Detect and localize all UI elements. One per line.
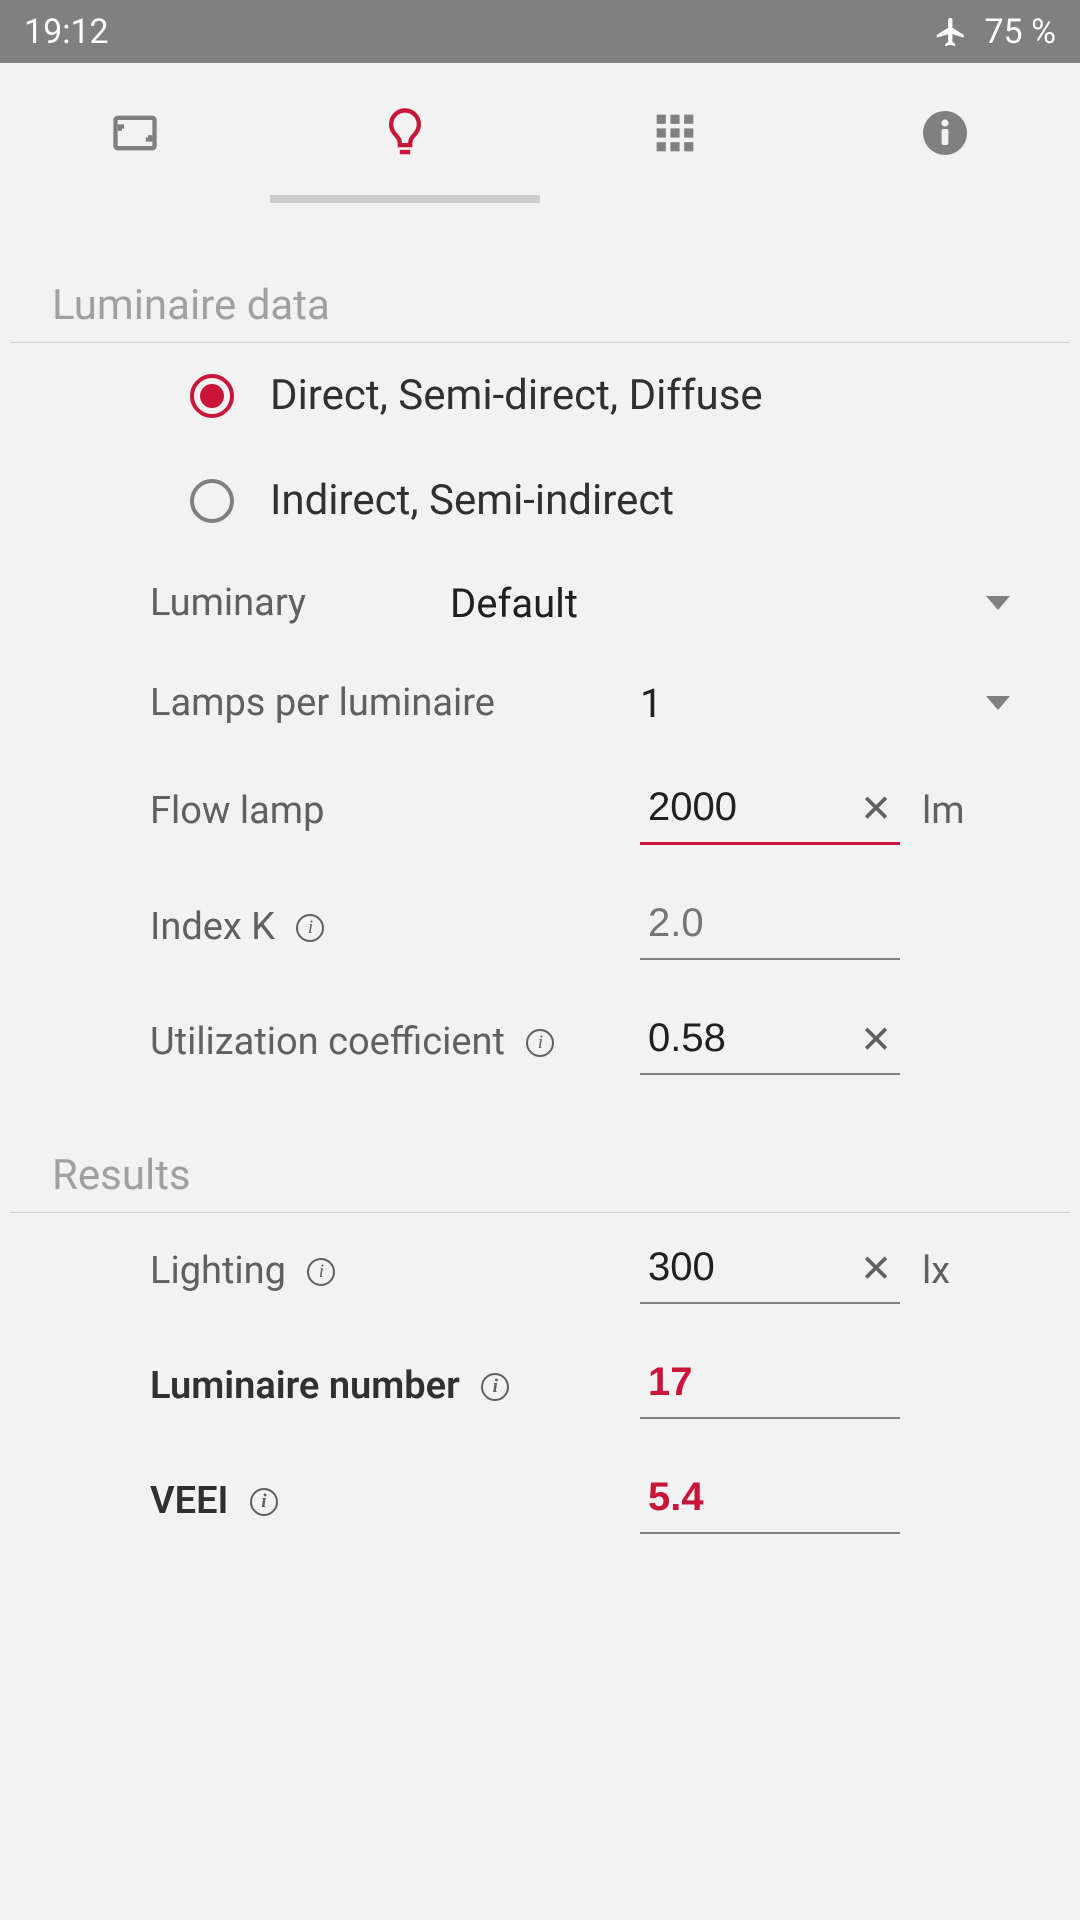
lighting-row: Lighting i ✕ lx — [10, 1213, 1070, 1328]
clear-icon[interactable]: ✕ — [860, 786, 892, 831]
lamps-per-row: Lamps per luminaire 1 — [10, 653, 1070, 753]
status-time: 19:12 — [24, 12, 109, 52]
index-k-input[interactable] — [640, 893, 900, 960]
info-circle-icon[interactable]: i — [296, 914, 324, 942]
info-circle-icon[interactable]: i — [481, 1373, 509, 1401]
radio-button-checked-icon — [190, 374, 234, 418]
radio-direct[interactable]: Direct, Semi-direct, Diffuse — [10, 343, 1070, 448]
flow-lamp-unit: lm — [922, 789, 965, 833]
section-luminaire-data: Luminaire data — [10, 253, 1070, 343]
util-coef-label: Utilization coefficient i — [150, 1020, 640, 1064]
info-circle-icon[interactable]: i — [526, 1029, 554, 1057]
info-circle-icon[interactable]: i — [307, 1258, 335, 1286]
content: Luminaire data Direct, Semi-direct, Diff… — [0, 253, 1080, 1558]
luminary-label: Luminary — [150, 581, 450, 625]
status-battery: 75 % — [984, 12, 1056, 52]
clear-icon[interactable]: ✕ — [860, 1246, 892, 1291]
grid-icon — [647, 105, 703, 161]
radio-button-unchecked-icon — [190, 479, 234, 523]
radio-indirect[interactable]: Indirect, Semi-indirect — [10, 448, 1070, 553]
airplane-mode-icon — [934, 15, 968, 49]
tab-bar — [0, 63, 1080, 203]
luminary-row: Luminary Default — [10, 553, 1070, 653]
veei-label: VEEI i — [150, 1479, 640, 1523]
veei-row: VEEI i — [10, 1443, 1070, 1558]
index-k-input-wrap — [640, 893, 900, 960]
util-coef-row: Utilization coefficient i ✕ — [10, 984, 1070, 1099]
lum-number-output — [640, 1352, 900, 1419]
status-bar: 19:12 75 % — [0, 0, 1080, 63]
bulb-icon — [377, 105, 433, 161]
lum-number-label: Luminaire number i — [150, 1364, 640, 1408]
status-right: 75 % — [934, 12, 1056, 52]
flow-lamp-input-wrap: ✕ — [640, 777, 900, 845]
radio-indirect-label: Indirect, Semi-indirect — [270, 476, 674, 525]
veei-input-wrap — [640, 1467, 900, 1534]
util-coef-input-wrap: ✕ — [640, 1008, 900, 1075]
lum-number-row: Luminaire number i — [10, 1328, 1070, 1443]
flow-lamp-label: Flow lamp — [150, 789, 640, 833]
tab-luminaire[interactable] — [270, 63, 540, 203]
lighting-unit: lx — [922, 1249, 950, 1293]
luminary-dropdown[interactable]: Default — [450, 580, 1070, 627]
lamps-per-value: 1 — [640, 680, 662, 727]
lamps-per-label: Lamps per luminaire — [150, 681, 640, 725]
aspect-ratio-icon — [107, 105, 163, 161]
chevron-down-icon — [986, 596, 1010, 610]
clear-icon[interactable]: ✕ — [860, 1017, 892, 1062]
tab-grid[interactable] — [540, 63, 810, 203]
chevron-down-icon — [986, 696, 1010, 710]
lum-number-input-wrap — [640, 1352, 900, 1419]
info-icon — [917, 105, 973, 161]
info-circle-icon[interactable]: i — [250, 1488, 278, 1516]
flow-lamp-row: Flow lamp ✕ lm — [10, 753, 1070, 869]
tab-info[interactable] — [810, 63, 1080, 203]
luminary-value: Default — [450, 580, 578, 627]
index-k-row: Index K i — [10, 869, 1070, 984]
lighting-label: Lighting i — [150, 1249, 640, 1293]
tab-room[interactable] — [0, 63, 270, 203]
section-results: Results — [10, 1123, 1070, 1213]
lighting-input-wrap: ✕ — [640, 1237, 900, 1304]
index-k-label: Index K i — [150, 905, 640, 949]
veei-output — [640, 1467, 900, 1534]
lamps-per-dropdown[interactable]: 1 — [640, 680, 1070, 727]
radio-direct-label: Direct, Semi-direct, Diffuse — [270, 371, 763, 420]
